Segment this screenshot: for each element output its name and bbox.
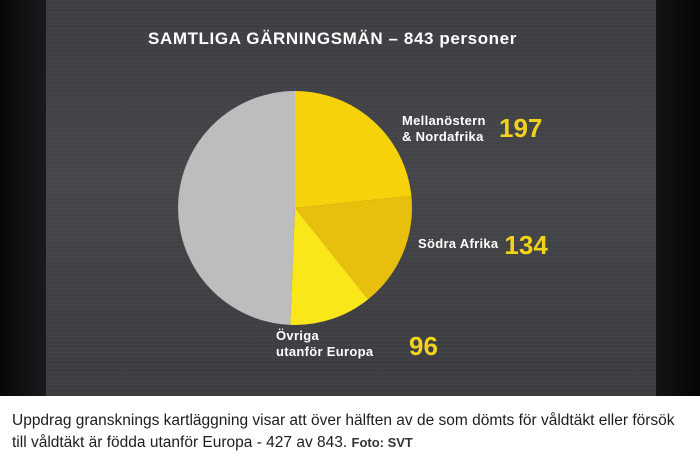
pie-slice-mellanostern <box>295 91 412 208</box>
screen-frame-right <box>656 0 700 396</box>
slice-label-sodra-afrika: Södra Afrika 134 <box>418 232 548 258</box>
slice-value: 134 <box>504 229 548 260</box>
pie-slice-sodra-afrika <box>295 196 413 300</box>
caption-text: Uppdrag gransknings kartläggning visar a… <box>12 412 675 451</box>
pie-chart <box>178 91 413 325</box>
slice-label-ovriga: Övriga utanför Europa 96 <box>276 328 438 360</box>
pie-slice-europa <box>178 91 295 325</box>
slice-label-text: Övriga <box>276 328 319 343</box>
slice-label-text: utanför Europa <box>276 344 374 359</box>
pie-slice-ovriga <box>290 208 369 325</box>
screen-frame-left <box>0 0 46 396</box>
image-caption: Uppdrag gransknings kartläggning visar a… <box>12 410 692 454</box>
slice-value: 96 <box>409 331 438 361</box>
slice-label-text: & Nordafrika <box>402 129 484 144</box>
slice-value: 197 <box>499 113 543 143</box>
chart-title: SAMTLIGA GÄRNINGSMÄN – 843 personer <box>148 29 517 48</box>
tv-screenshot: SAMTLIGA GÄRNINGSMÄN – 843 personer Mell… <box>0 0 700 396</box>
slice-label-text: Södra Afrika <box>418 236 499 251</box>
photo-credit: Foto: SVT <box>351 435 413 450</box>
slice-label-mellanostern: Mellanöstern & Nordafrika 197 <box>402 113 542 145</box>
slice-label-text: Mellanöstern <box>402 113 486 128</box>
